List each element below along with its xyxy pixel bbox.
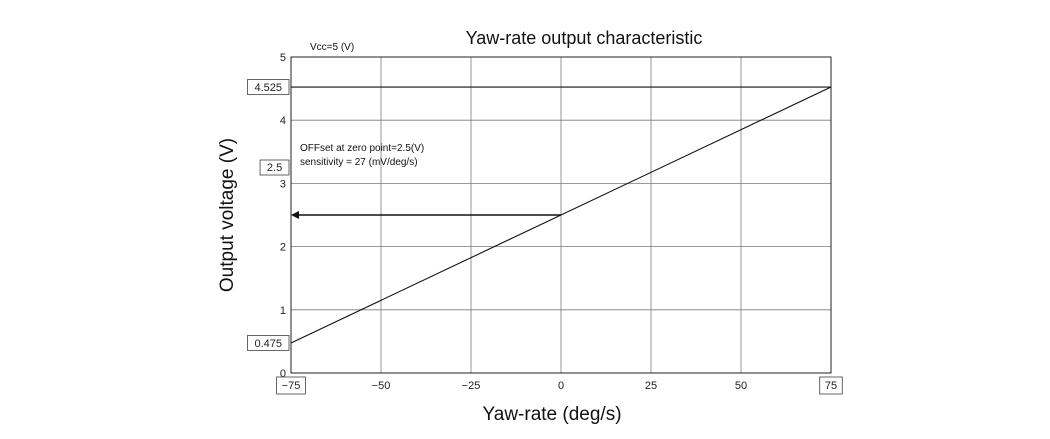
boxed-values: 4.525 2.5 0.475 −75 75: [247, 79, 843, 395]
x-axis-ticks: −50 −25 0 25 50: [372, 380, 747, 392]
chart-title: Yaw-rate output characteristic: [466, 28, 703, 48]
y-high-box: [247, 79, 290, 95]
x-min-label: −75: [282, 380, 301, 392]
output-characteristic-line: [290, 86, 832, 344]
offset-note: OFFset at zero point=2.5(V): [300, 143, 424, 154]
x-axis-label: Yaw-rate (deg/s): [482, 404, 621, 425]
grid: [291, 57, 831, 373]
x-max-label: 75: [825, 380, 837, 392]
sensitivity-note: sensitivity = 27 (mV/deg/s): [300, 157, 418, 168]
supply-voltage-note: Vcc=5 (V): [310, 42, 354, 53]
x-tick-label: 50: [735, 380, 747, 392]
y-offset-box: [259, 159, 290, 176]
x-tick-label: 0: [558, 380, 564, 392]
y-high-label: 4.525: [254, 82, 282, 94]
y-low-label: 0.475: [254, 338, 282, 350]
y-axis-label: Output voltage (V): [217, 138, 238, 292]
offset-arrow-icon: [291, 211, 299, 219]
y-offset-label: 2.5: [267, 162, 282, 174]
x-tick-label: −25: [462, 380, 481, 392]
y-axis-ticks: 0 1 2 3 4 5: [280, 52, 286, 380]
y-tick-label: 5: [280, 52, 286, 64]
x-max-box: [819, 376, 843, 395]
y-tick-label: 0: [280, 368, 286, 380]
y-tick-label: 4: [280, 115, 286, 127]
y-tick-label: 1: [280, 305, 286, 317]
x-min-box: [276, 376, 306, 395]
x-tick-label: 25: [645, 380, 657, 392]
y-tick-label: 3: [280, 178, 286, 190]
y-low-box: [247, 335, 290, 351]
x-tick-label: −50: [372, 380, 391, 392]
y-tick-label: 2: [280, 242, 286, 254]
